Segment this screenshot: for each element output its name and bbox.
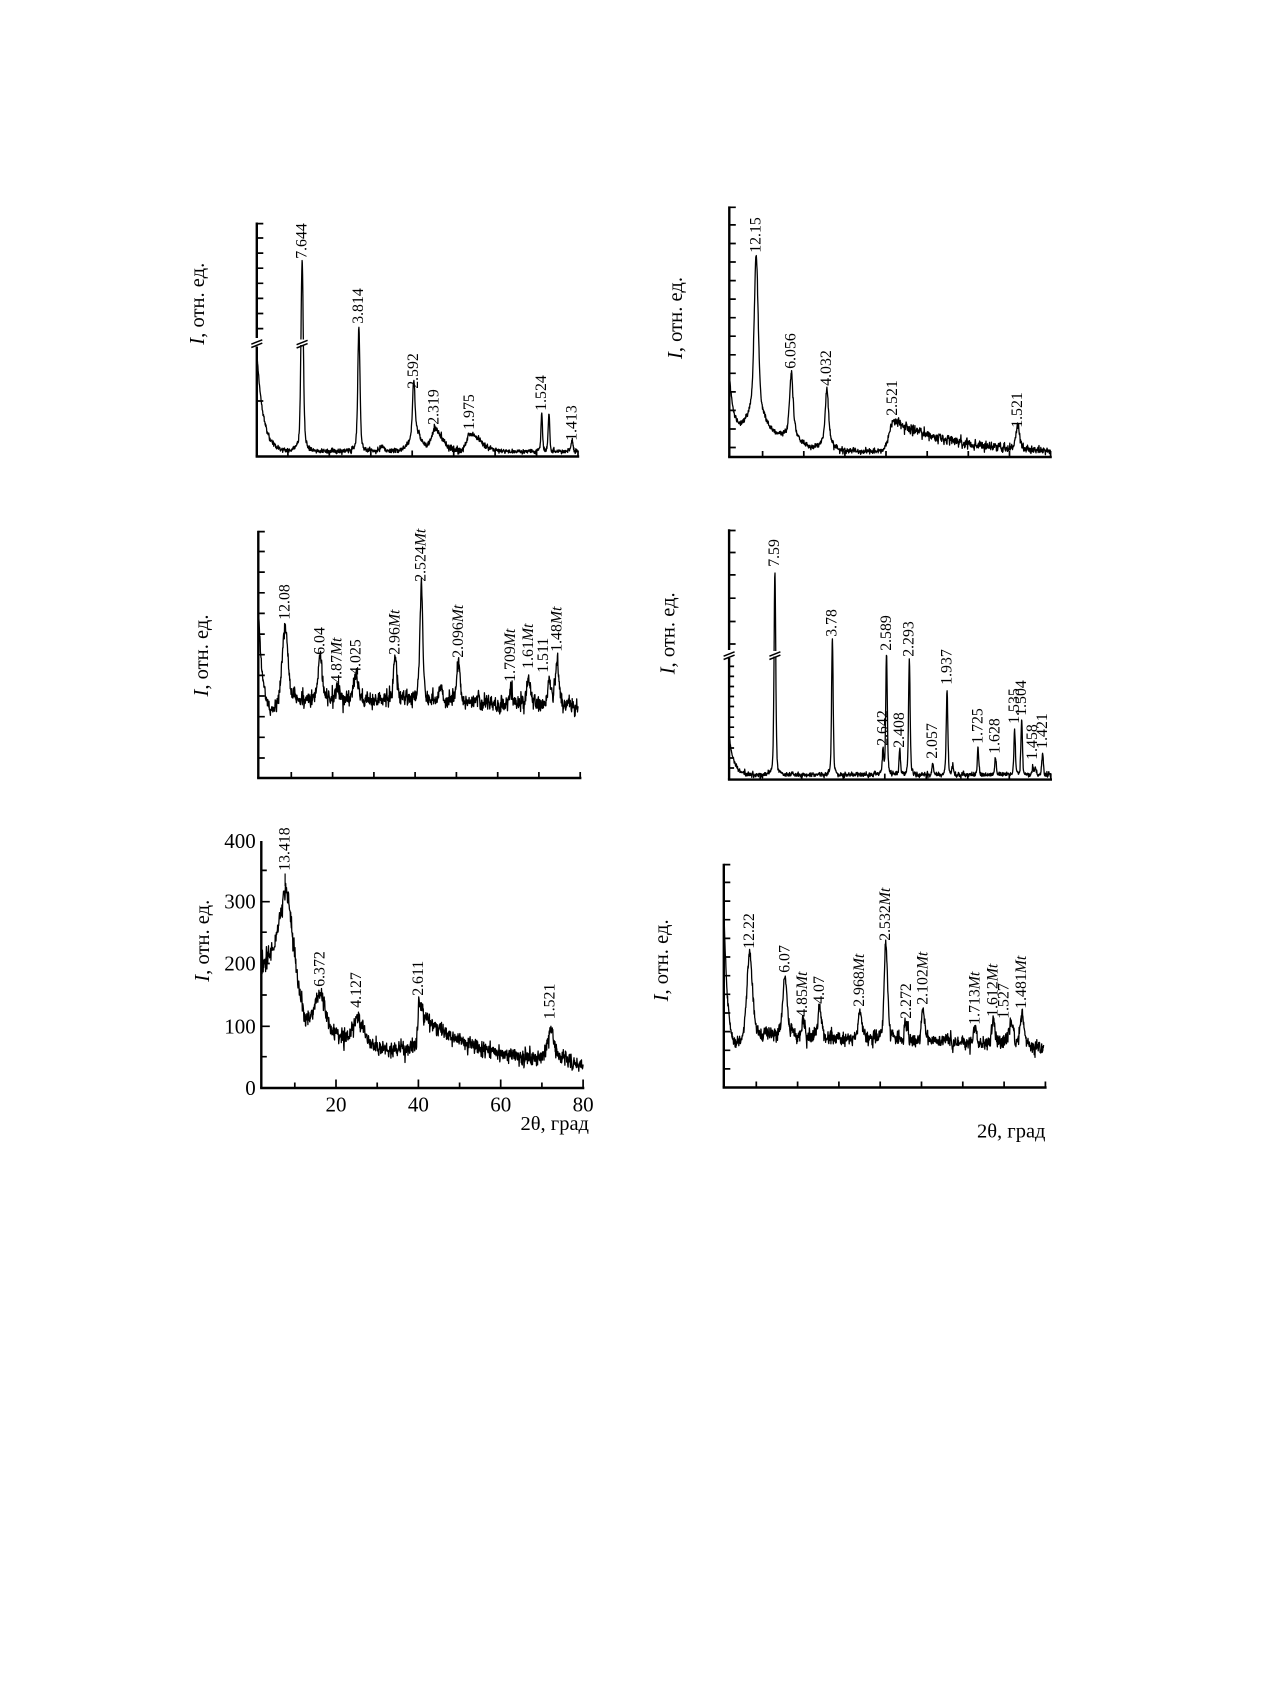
svg-text:1.628: 1.628 [987,718,1004,754]
svg-text:1.521: 1.521 [1009,392,1026,428]
svg-text:I, отн. ед.: I, отн. ед. [658,592,680,675]
svg-text:4.87Mt: 4.87Mt [329,637,346,683]
svg-text:7.644: 7.644 [293,223,310,259]
svg-text:1.48Mt: 1.48Mt [548,606,565,652]
svg-text:2.96Mt: 2.96Mt [387,609,404,655]
svg-text:6.07: 6.07 [776,945,793,973]
svg-text:I, отн. ед.: I, отн. ед. [187,263,209,346]
svg-text:1.413: 1.413 [563,405,580,441]
svg-text:6.372: 6.372 [311,951,328,987]
svg-text:100: 100 [224,1014,256,1038]
svg-text:4.032: 4.032 [818,350,835,386]
svg-text:2.521: 2.521 [884,380,901,416]
svg-text:40: 40 [408,1093,429,1117]
svg-text:I, отн. ед.: I, отн. ед. [651,919,673,1002]
svg-text:I, отн. ед.: I, отн. ед. [191,615,213,698]
svg-text:12.22: 12.22 [741,913,758,949]
svg-text:2.096Mt: 2.096Mt [450,604,467,658]
svg-text:2.524Mt: 2.524Mt [413,528,430,582]
svg-text:2θ, град: 2θ, град [520,1113,589,1135]
svg-text:12.15: 12.15 [748,217,765,253]
svg-text:2.408: 2.408 [891,712,908,748]
svg-text:0: 0 [245,1076,256,1100]
svg-text:12.08: 12.08 [276,584,293,620]
svg-text:2.293: 2.293 [901,621,918,657]
svg-text:1.511: 1.511 [535,638,552,673]
svg-text:20: 20 [326,1093,347,1117]
svg-text:I, отн. ед.: I, отн. ед. [192,900,214,983]
svg-text:1.61Mt: 1.61Mt [520,623,537,669]
svg-text:200: 200 [224,952,256,976]
svg-text:2.057: 2.057 [924,723,941,759]
svg-text:4.85Mt: 4.85Mt [794,971,811,1017]
svg-text:300: 300 [224,890,256,914]
svg-text:1.521: 1.521 [542,984,559,1020]
svg-text:4.127: 4.127 [348,972,365,1008]
svg-text:60: 60 [490,1093,511,1117]
svg-text:1.527: 1.527 [996,983,1013,1019]
svg-text:6.056: 6.056 [783,333,800,369]
svg-text:2θ, град: 2θ, град [977,1121,1046,1143]
svg-text:1.504: 1.504 [1013,680,1030,716]
svg-text:3.814: 3.814 [350,288,367,324]
svg-text:2.968Mt: 2.968Mt [851,953,868,1007]
svg-text:1.535: 1.535 [1006,688,1023,724]
svg-text:2.592: 2.592 [405,353,422,389]
svg-text:1.421: 1.421 [1034,713,1051,749]
svg-text:1.709Mt: 1.709Mt [502,628,519,682]
svg-text:1.612Mt: 1.612Mt [985,963,1002,1017]
svg-text:400: 400 [224,829,256,853]
svg-text:2.319: 2.319 [426,389,443,425]
svg-text:1.458: 1.458 [1024,724,1041,760]
svg-text:2.532Mt: 2.532Mt [877,887,894,941]
svg-text:1.481Mt: 1.481Mt [1013,955,1030,1009]
svg-text:1.725: 1.725 [969,708,986,744]
svg-text:13.418: 13.418 [276,827,293,871]
svg-text:4.07: 4.07 [811,976,828,1004]
svg-text:7.59: 7.59 [766,539,783,567]
svg-text:2.272: 2.272 [898,983,915,1019]
svg-text:1.713Mt: 1.713Mt [966,971,983,1025]
svg-text:2.642: 2.642 [874,710,891,746]
svg-text:80: 80 [573,1093,594,1117]
svg-text:1.524: 1.524 [533,375,550,411]
svg-text:2.589: 2.589 [878,615,895,651]
svg-text:1.937: 1.937 [938,649,955,685]
svg-text:3.78: 3.78 [824,609,841,637]
svg-text:4.025: 4.025 [347,639,364,675]
svg-text:2.611: 2.611 [410,961,427,996]
svg-text:6.04: 6.04 [312,627,329,655]
svg-text:1.975: 1.975 [461,394,478,430]
svg-text:I, отн. ед.: I, отн. ед. [665,277,687,360]
svg-text:2.102Mt: 2.102Mt [914,951,931,1005]
